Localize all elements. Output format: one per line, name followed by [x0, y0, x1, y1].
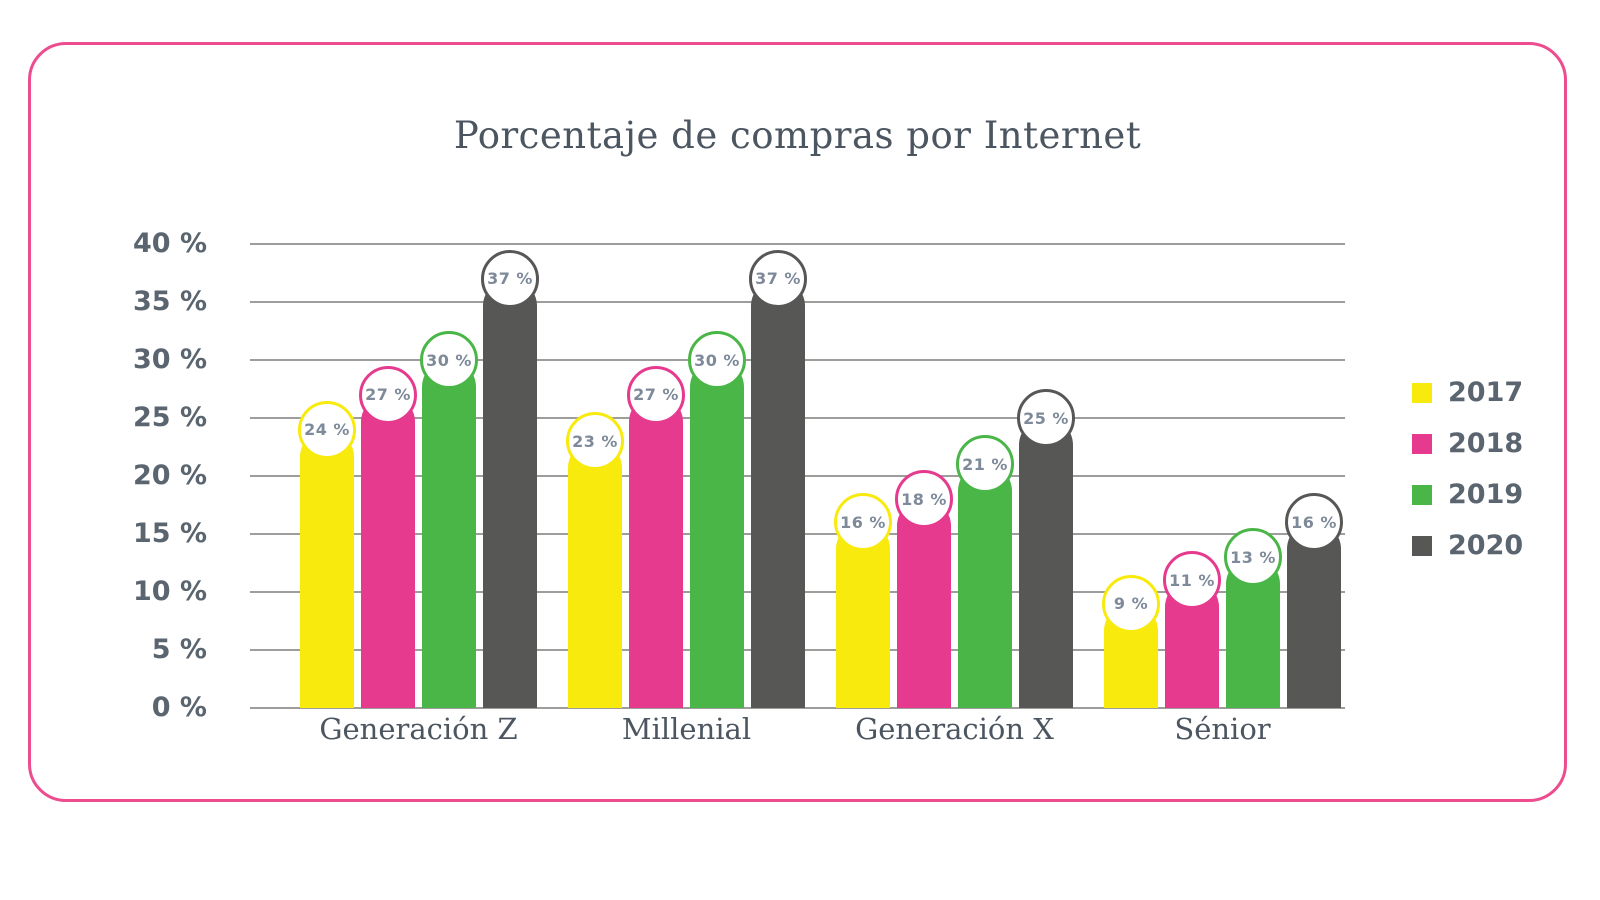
legend-label: 2017 [1448, 377, 1524, 408]
category-label-generacion-z: Generación Z [319, 712, 518, 746]
value-bubble: 11 % [1163, 551, 1221, 610]
y-axis-tick-label: 5 % [151, 634, 207, 665]
value-bubble-label: 9 % [1113, 594, 1149, 614]
value-bubble: 27 % [359, 365, 417, 424]
value-bubble-label: 37 % [755, 269, 801, 289]
value-bubble-label: 25 % [1023, 408, 1069, 428]
bar-2019-generacion-x [958, 464, 1012, 708]
value-bubble: 37 % [749, 249, 807, 308]
value-bubble: 18 % [895, 470, 953, 529]
legend-label: 2019 [1448, 479, 1524, 510]
y-axis-tick-label: 0 % [151, 692, 207, 723]
value-bubble-label: 37 % [487, 269, 533, 289]
value-bubble: 30 % [688, 331, 746, 389]
bar-2017-millenial [568, 441, 622, 708]
value-bubble: 27 % [627, 365, 685, 424]
bar-2018-generacion-x [897, 499, 951, 708]
value-bubble: 13 % [1224, 528, 1282, 587]
gridline [250, 707, 1345, 709]
bar-2017-generacion-x [836, 522, 890, 708]
bar-2020-generacion-x [1019, 418, 1073, 708]
value-bubble-label: 13 % [1230, 547, 1276, 567]
value-bubble: 23 % [566, 412, 624, 471]
legend-label: 2020 [1448, 530, 1524, 561]
chart-title: Porcentaje de compras por Internet [453, 114, 1142, 157]
value-bubble-label: 21 % [962, 454, 1008, 474]
value-bubble-label: 18 % [901, 489, 947, 509]
bar-2018-generacion-z [361, 394, 415, 708]
value-bubble-label: 27 % [633, 385, 679, 405]
y-axis-tick-label: 30 % [132, 344, 207, 375]
bar-2020-generacion-z [483, 278, 537, 708]
value-bubble-label: 16 % [840, 512, 886, 532]
bar-2020-senior [1287, 522, 1341, 708]
value-bubble: 16 % [834, 493, 892, 552]
legend-swatch-2017 [1412, 383, 1432, 403]
value-bubble-label: 16 % [1291, 512, 1337, 532]
bar-2017-generacion-z [300, 429, 354, 708]
value-bubble-label: 11 % [1169, 570, 1215, 590]
bar-2019-generacion-z [422, 360, 476, 708]
legend-item-2017: 2017 [1412, 377, 1524, 408]
value-bubble-label: 30 % [694, 350, 740, 370]
value-bubble-label: 23 % [572, 431, 618, 451]
value-bubble: 21 % [956, 435, 1014, 494]
value-bubble: 24 % [298, 400, 356, 459]
gridline [250, 243, 1345, 245]
legend: 2017 2018 2019 2020 [1412, 377, 1524, 561]
bar-2020-millenial [751, 278, 805, 708]
y-axis-tick-label: 40 % [132, 228, 207, 259]
bar-2019-millenial [690, 360, 744, 708]
value-bubble: 25 % [1017, 389, 1075, 447]
y-axis-tick-label: 10 % [132, 576, 207, 607]
bar-2018-millenial [629, 394, 683, 708]
legend-swatch-2019 [1412, 485, 1432, 505]
value-bubble-label: 30 % [426, 350, 472, 370]
legend-swatch-2018 [1412, 434, 1432, 454]
legend-item-2020: 2020 [1412, 530, 1524, 561]
legend-item-2019: 2019 [1412, 479, 1524, 510]
y-axis-tick-label: 15 % [132, 518, 207, 549]
value-bubble-label: 27 % [365, 385, 411, 405]
y-axis-tick-label: 20 % [132, 460, 207, 491]
legend-swatch-2020 [1412, 536, 1432, 556]
value-bubble: 37 % [481, 249, 539, 308]
value-bubble-label: 24 % [304, 420, 350, 440]
value-bubble: 9 % [1102, 574, 1160, 633]
y-axis-tick-label: 35 % [132, 286, 207, 317]
legend-label: 2018 [1448, 428, 1524, 459]
legend-item-2018: 2018 [1412, 428, 1524, 459]
value-bubble: 30 % [420, 331, 478, 389]
value-bubble: 16 % [1285, 493, 1343, 552]
category-label-generacion-x: Generación X [855, 712, 1054, 746]
y-axis-tick-label: 25 % [132, 402, 207, 433]
category-label-senior: Sénior [1174, 712, 1271, 746]
category-label-millenial: Millenial [621, 712, 752, 746]
